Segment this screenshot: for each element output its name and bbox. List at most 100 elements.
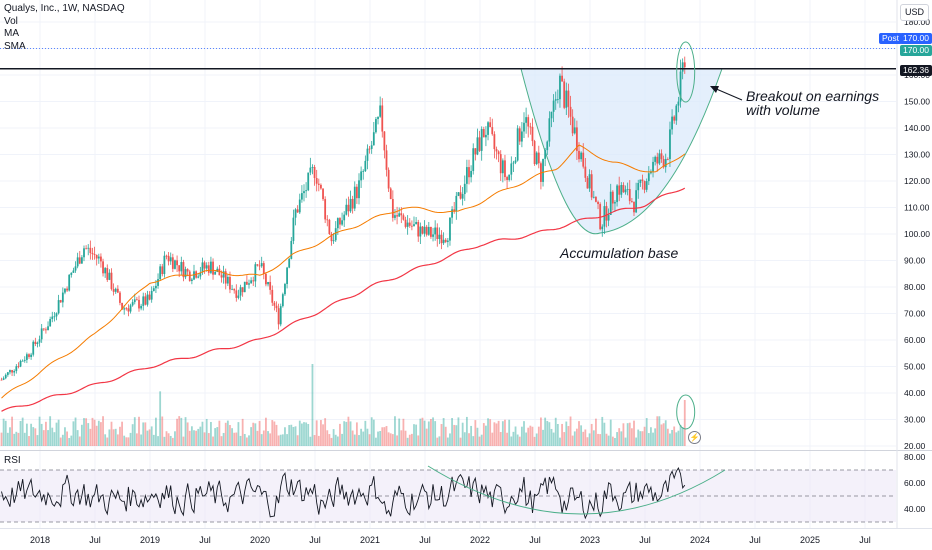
candle-body (320, 184, 322, 189)
candle-body (269, 281, 272, 290)
volume-bar (387, 432, 390, 446)
candle-body (135, 299, 138, 301)
candle-body (478, 137, 481, 151)
candle-body (157, 279, 159, 286)
candle-body (330, 234, 333, 242)
candle-body (639, 179, 642, 183)
candle-body (364, 160, 367, 172)
volume-bar (72, 421, 75, 446)
symbol-title[interactable]: Qualys, Inc., 1W, NASDAQ (4, 3, 125, 14)
legend-sma[interactable]: SMA (4, 40, 26, 52)
price-tick-label: 20.00 (904, 441, 926, 451)
volume-bar (25, 423, 28, 446)
volume-bar (565, 421, 568, 446)
candle-body (518, 128, 521, 142)
candle-body (51, 316, 54, 320)
candle-body (455, 195, 458, 212)
candle-body (309, 167, 312, 173)
candle-body (370, 145, 373, 149)
volume-bar (601, 416, 604, 446)
volume-bar (334, 434, 337, 446)
volume-bar (254, 423, 257, 446)
price-tick-label: 70.00 (904, 309, 926, 319)
time-axis[interactable]: 2018 Jul 2019 Jul 2020 Jul 2021 Jul 2022 Jul 2023 J… (0, 528, 932, 546)
volume-bar (504, 419, 506, 446)
volume-bar (510, 436, 513, 446)
candle-body (180, 262, 183, 272)
volume-bar (358, 435, 360, 446)
volume-bar (49, 416, 52, 446)
candle-body (675, 105, 678, 121)
volume-bar (495, 423, 498, 446)
volume-bar (184, 417, 187, 446)
volume-bar (34, 428, 37, 446)
volume-bar (45, 421, 47, 446)
volume-bar (138, 416, 140, 446)
volume-bar (463, 432, 466, 446)
time-tick-label: 2021 (360, 535, 380, 545)
candle-body (184, 269, 187, 278)
volume-bar (643, 426, 646, 446)
candle-body (245, 281, 248, 285)
candle-body (152, 288, 155, 291)
volume-bar (245, 437, 248, 446)
candle-body (336, 218, 339, 229)
candle-body (582, 152, 585, 167)
candle-body (410, 225, 413, 227)
volume-bar (229, 425, 231, 446)
volume-bar (311, 364, 314, 446)
time-tick-label: Jul (89, 535, 101, 545)
candle-body (6, 372, 9, 375)
rsi-label[interactable]: RSI (4, 455, 21, 466)
volume-bar (284, 427, 286, 446)
price-axis[interactable]: 20.00 30.00 40.00 50.00 60.00 70.00 80.00 90.00… (896, 0, 930, 528)
volume-bar (457, 417, 460, 446)
volume-bar (64, 427, 66, 446)
base-annotation: Accumulation base (560, 245, 679, 261)
volume-bar (322, 424, 324, 446)
volume-bar (89, 428, 92, 446)
candle-body (279, 306, 282, 325)
volume-bar (315, 420, 318, 446)
candle-body (633, 201, 635, 213)
candle-body (679, 71, 682, 102)
candle-body (658, 153, 661, 164)
time-tick-label: 2022 (470, 535, 490, 545)
currency-button[interactable]: USD (900, 4, 929, 21)
candle-body (510, 163, 513, 175)
volume-bar (440, 424, 443, 446)
candle-body (355, 186, 358, 199)
candle-body (592, 196, 595, 198)
candle-body (556, 99, 559, 101)
candle-body (406, 222, 409, 227)
volume-bar (531, 426, 534, 446)
candle-body (345, 204, 348, 215)
legend-vol[interactable]: Vol (4, 15, 18, 27)
volume-bar (4, 420, 7, 446)
price-tick-label: 50.00 (904, 362, 926, 372)
candle-body (30, 354, 33, 357)
candle-body (21, 360, 24, 362)
volume-bar (30, 423, 33, 446)
candle-body (609, 191, 612, 216)
candle-body (271, 289, 274, 303)
volume-bar (152, 434, 155, 446)
volume-bar (408, 434, 411, 446)
candle-body (565, 90, 568, 108)
volume-bar (652, 432, 654, 446)
volume-bar (252, 422, 255, 446)
candle-body (9, 370, 11, 373)
candle-body (159, 266, 162, 280)
volume-bar (592, 430, 595, 446)
candle-body (218, 268, 221, 276)
candle-body (571, 116, 574, 134)
volume-bar (476, 427, 479, 446)
volume-bar (597, 433, 599, 446)
volume-bar (144, 422, 147, 446)
volume-bar (23, 432, 26, 446)
volume-bar (351, 430, 354, 446)
legend-ma[interactable]: MA (4, 28, 19, 39)
price-tick-label: 30.00 (904, 415, 926, 425)
flash-icon[interactable]: ⚡ (688, 431, 701, 444)
